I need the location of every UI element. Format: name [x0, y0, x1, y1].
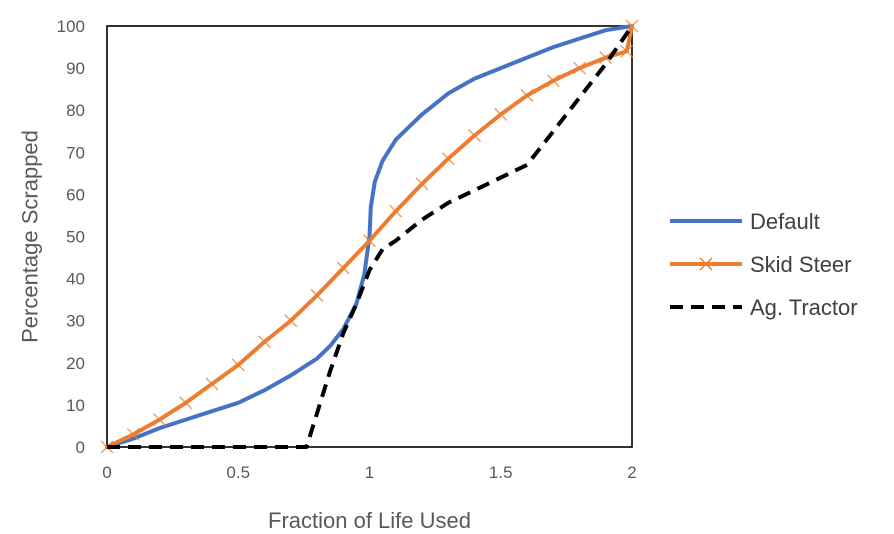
legend-item-ag-tractor: Ag. Tractor — [670, 295, 858, 320]
skid-steer-marker — [179, 396, 193, 410]
y-tick-label: 10 — [66, 396, 85, 415]
x-tick-label: 2 — [627, 463, 636, 482]
skid-steer-marker — [310, 288, 324, 302]
y-tick-label: 70 — [66, 143, 85, 162]
x-tick-label: 0.5 — [226, 463, 250, 482]
y-tick-label: 100 — [57, 17, 85, 36]
skid-steer-marker — [126, 427, 140, 441]
skid-steer-line — [105, 24, 634, 449]
legend: Default Skid Steer Ag. Tractor — [670, 209, 858, 320]
legend-label: Skid Steer — [750, 252, 852, 277]
y-tick-label: 80 — [66, 101, 85, 120]
legend-label: Default — [750, 209, 820, 234]
skid-steer-marker — [284, 314, 298, 328]
skid-steer-marker — [205, 377, 219, 391]
skid-steer-marker — [467, 128, 482, 142]
skid-steer-marker — [389, 204, 403, 218]
skid-steer-marker — [599, 51, 613, 65]
series-layer — [100, 19, 639, 454]
skid-steer-marker — [362, 234, 377, 248]
legend-label: Ag. Tractor — [750, 295, 858, 320]
skid-steer-marker — [546, 74, 560, 88]
y-tick-label: 40 — [66, 270, 85, 289]
skid-steer-marker — [441, 152, 455, 166]
y-tick-label: 20 — [66, 354, 85, 373]
x-tick-label: 1.5 — [489, 463, 513, 482]
y-tick-label: 50 — [66, 228, 85, 247]
y-tick-label: 90 — [66, 59, 85, 78]
default-line — [105, 24, 634, 449]
x-axis-ticks: 0 0.5 1 1.5 2 — [102, 463, 636, 482]
ag-tractor-line — [107, 24, 634, 449]
plot-area — [106, 25, 633, 448]
skid-steer-marker — [415, 177, 429, 191]
y-tick-label: 30 — [66, 312, 85, 331]
x-tick-label: 1 — [365, 463, 374, 482]
y-tick-label: 0 — [76, 438, 85, 457]
y-axis-title: Percentage Scrapped — [18, 130, 43, 343]
legend-item-default: Default — [670, 209, 820, 234]
x-tick-label: 0 — [102, 463, 111, 482]
skid-steer-marker — [152, 413, 167, 427]
skid-steer-marker — [625, 19, 639, 33]
skid-steer-marker — [620, 44, 634, 58]
y-tick-label: 60 — [66, 185, 85, 204]
skid-steer-marker — [572, 61, 587, 75]
y-axis-ticks: 0 10 20 30 40 50 60 70 80 90 100 — [57, 17, 85, 457]
legend-item-skid-steer: Skid Steer — [670, 252, 852, 277]
skid-steer-marker — [520, 88, 534, 102]
skid-steer-marker — [336, 261, 350, 275]
skid-steer-marker — [257, 335, 272, 349]
skid-steer-marker — [231, 358, 245, 372]
skid-steer-marker — [494, 107, 508, 121]
x-axis-title: Fraction of Life Used — [268, 508, 471, 533]
